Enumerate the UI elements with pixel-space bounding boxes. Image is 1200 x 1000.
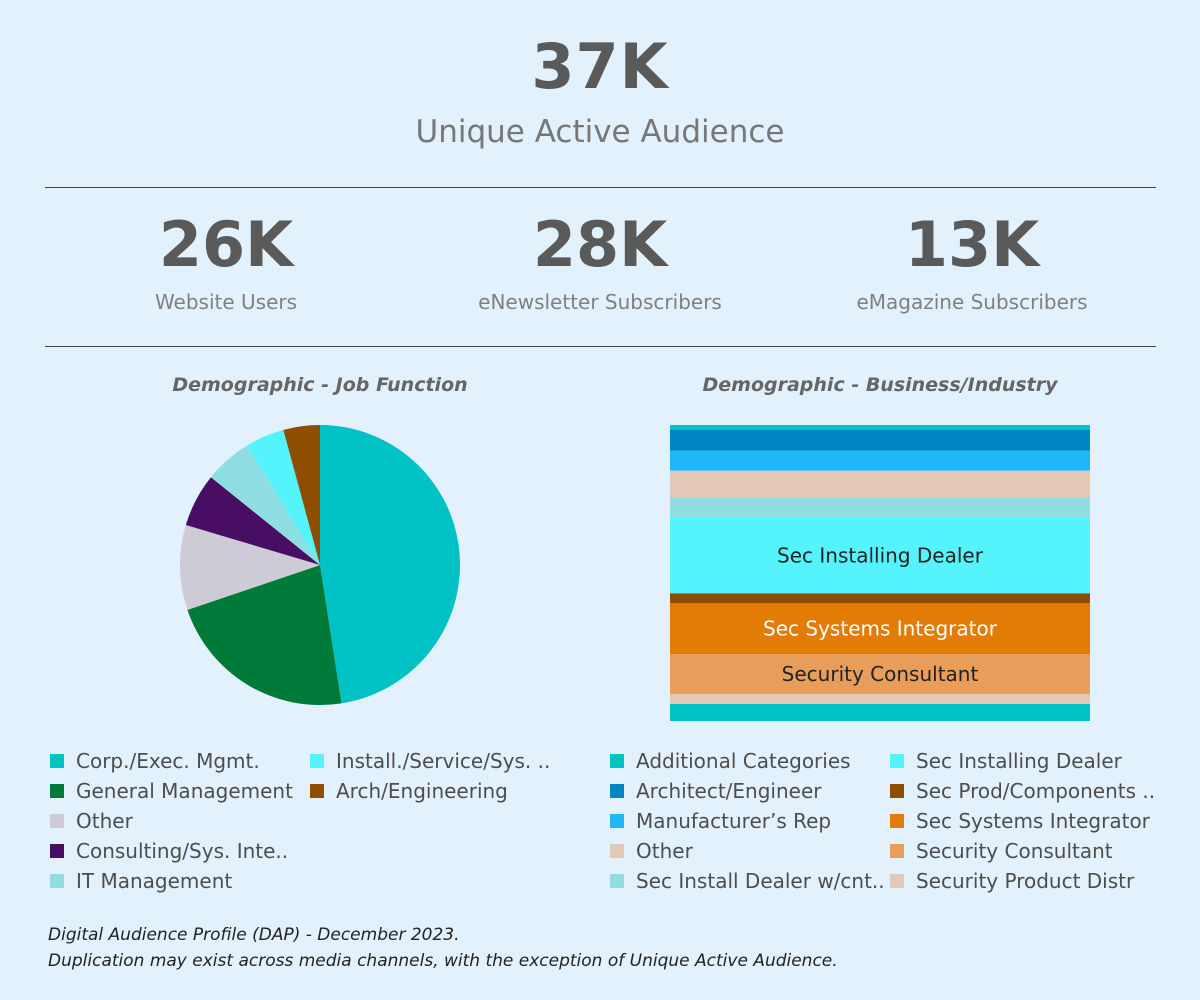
footnote-line-2: Duplication may exist across media chann… bbox=[48, 951, 838, 971]
legend-swatch bbox=[890, 844, 904, 858]
legend-swatch bbox=[890, 784, 904, 798]
divider-middle bbox=[45, 346, 1156, 347]
stat-website-users: 26K Website Users bbox=[40, 208, 412, 315]
treemap-block-sec-systems-integrator[interactable] bbox=[670, 603, 1090, 655]
unique-audience-label: Unique Active Audience bbox=[415, 114, 785, 150]
treemap-block-manufacturer-s-rep[interactable] bbox=[670, 450, 1090, 471]
legend-item-sec-prod-components[interactable]: Sec Prod/Components .. bbox=[890, 778, 1155, 804]
legend-label: Security Consultant bbox=[916, 839, 1113, 863]
stat-label: eNewsletter Subscribers bbox=[478, 290, 722, 314]
pie-slice-it-management[interactable] bbox=[210, 445, 320, 565]
legend-swatch bbox=[890, 814, 904, 828]
legend-label: Additional Categories bbox=[636, 749, 851, 773]
treemap-block-other[interactable] bbox=[670, 470, 1090, 498]
legend-swatch bbox=[890, 754, 904, 768]
legend-label: IT Management bbox=[76, 869, 233, 893]
legend-label: Other bbox=[636, 839, 693, 863]
stat-label: eMagazine Subscribers bbox=[856, 290, 1088, 314]
legend-label: Sec Installing Dealer bbox=[916, 749, 1122, 773]
treemap-block-security-consultant[interactable] bbox=[670, 654, 1090, 695]
legend-item-architect-engineer[interactable]: Architect/Engineer bbox=[610, 778, 822, 804]
treemap-block-sec-install-dealer-w-cnt[interactable] bbox=[670, 497, 1090, 518]
legend-item-manufacturer-s-rep[interactable]: Manufacturer’s Rep bbox=[610, 808, 831, 834]
legend-label: Corp./Exec. Mgmt. bbox=[76, 749, 260, 773]
legend-swatch bbox=[610, 784, 624, 798]
stat-emagazine-subscribers: 13K eMagazine Subscribers bbox=[786, 208, 1158, 315]
pie-slice-install-service-sys[interactable] bbox=[247, 429, 320, 565]
divider-top bbox=[45, 187, 1156, 188]
legend-item-sec-install-dealer-w-cnt[interactable]: Sec Install Dealer w/cnt.. bbox=[610, 868, 885, 894]
legend-label: Sec Prod/Components .. bbox=[916, 779, 1156, 803]
legend-item-security-consultant[interactable]: Security Consultant bbox=[890, 838, 1113, 864]
legend-item-it-management[interactable]: IT Management bbox=[50, 868, 232, 894]
industry-treemap-chart: Sec Installing Dealer Sec Systems Integra… bbox=[670, 425, 1090, 721]
legend-label: General Management bbox=[76, 779, 293, 803]
legend-label: Sec Systems Integrator bbox=[916, 809, 1150, 833]
treemap-block-security-product-distr[interactable] bbox=[670, 694, 1090, 704]
unique-audience-value: 37K bbox=[531, 30, 669, 103]
legend-item-sec-installing-dealer[interactable]: Sec Installing Dealer bbox=[890, 748, 1122, 774]
legend-label: Consulting/Sys. Inte.. bbox=[76, 839, 289, 863]
legend-item-general-management[interactable]: General Management bbox=[50, 778, 293, 804]
treemap-block-architect-engineer[interactable] bbox=[670, 429, 1090, 451]
legend-label: Sec Install Dealer w/cnt.. bbox=[636, 869, 885, 893]
legend-swatch bbox=[610, 844, 624, 858]
stat-value: 28K bbox=[532, 208, 668, 281]
legend-item-arch-engineering[interactable]: Arch/Engineering bbox=[310, 778, 508, 804]
treemap-block-additional-categories[interactable] bbox=[670, 425, 1090, 430]
legend-swatch bbox=[610, 874, 624, 888]
footnote-line-1: Digital Audience Profile (DAP) - Decembe… bbox=[48, 925, 460, 945]
treemap-label-security-consultant: Security Consultant bbox=[782, 662, 979, 686]
legend-swatch bbox=[890, 874, 904, 888]
legend-label: Architect/Engineer bbox=[636, 779, 822, 803]
legend-swatch bbox=[310, 784, 324, 798]
legend-item-sec-systems-integrator[interactable]: Sec Systems Integrator bbox=[890, 808, 1150, 834]
legend-swatch bbox=[50, 754, 64, 768]
legend-swatch bbox=[610, 814, 624, 828]
treemap-block-sec-prod-components[interactable] bbox=[670, 593, 1090, 604]
legend-item-consulting-sys-inte[interactable]: Consulting/Sys. Inte.. bbox=[50, 838, 288, 864]
job-function-chart-title: Demographic - Job Function bbox=[172, 374, 468, 396]
pie-slice-arch-engineering[interactable] bbox=[283, 425, 320, 565]
stat-value: 26K bbox=[158, 208, 294, 281]
legend-swatch bbox=[610, 754, 624, 768]
job-function-pie-chart bbox=[180, 425, 461, 705]
legend-label: Security Product Distr bbox=[916, 869, 1135, 893]
legend-label: Arch/Engineering bbox=[336, 779, 508, 803]
legend-swatch bbox=[50, 784, 64, 798]
treemap-label-sec-systems-integrator: Sec Systems Integrator bbox=[763, 617, 998, 641]
legend-item-security-product-distr[interactable]: Security Product Distr bbox=[890, 868, 1134, 894]
industry-chart-title: Demographic - Business/Industry bbox=[702, 374, 1058, 396]
treemap-block-additional-categories[interactable] bbox=[670, 703, 1090, 721]
legend-label: Install./Service/Sys. .. bbox=[336, 749, 551, 773]
legend-label: Manufacturer’s Rep bbox=[636, 809, 832, 833]
legend-item-corp-exec-mgmt[interactable]: Corp./Exec. Mgmt. bbox=[50, 748, 260, 774]
legend-item-other[interactable]: Other bbox=[610, 838, 693, 864]
stat-enewsletter-subscribers: 28K eNewsletter Subscribers bbox=[414, 208, 786, 315]
pie-slice-general-management[interactable] bbox=[187, 565, 342, 705]
legend-swatch bbox=[50, 874, 64, 888]
pie-slice-corp-exec-mgmt[interactable] bbox=[320, 425, 461, 704]
treemap-block-sec-installing-dealer[interactable] bbox=[670, 517, 1090, 594]
pie-slice-other[interactable] bbox=[180, 525, 320, 610]
treemap-label-sec-installing-dealer: Sec Installing Dealer bbox=[777, 544, 984, 568]
legend-swatch bbox=[50, 814, 64, 828]
stat-value: 13K bbox=[904, 208, 1040, 281]
legend-swatch bbox=[310, 754, 324, 768]
legend-item-install-service-sys[interactable]: Install./Service/Sys. .. bbox=[310, 748, 550, 774]
legend-label: Other bbox=[76, 809, 133, 833]
legend-swatch bbox=[50, 844, 64, 858]
pie-slice-consulting-sys-inte[interactable] bbox=[185, 477, 320, 565]
legend-item-additional-categories[interactable]: Additional Categories bbox=[610, 748, 851, 774]
legend-item-other[interactable]: Other bbox=[50, 808, 133, 834]
stat-label: Website Users bbox=[154, 290, 298, 314]
